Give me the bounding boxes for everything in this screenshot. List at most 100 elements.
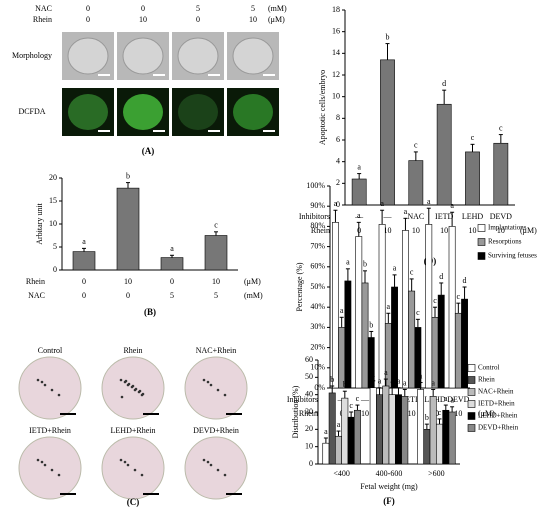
row-label: — — [354, 212, 364, 221]
legend-swatch — [467, 364, 476, 372]
bar — [322, 442, 330, 465]
stain-dot — [43, 383, 47, 387]
legend-swatch — [467, 376, 476, 384]
significance-letter: a — [380, 199, 384, 208]
bar — [391, 286, 398, 389]
significance-letter: b — [386, 32, 390, 41]
row-name: NAC — [28, 291, 45, 300]
embryo-stain — [101, 356, 165, 420]
row-label: 10 — [469, 226, 477, 235]
y-tick-label: 10 — [332, 91, 340, 100]
row-label: 0 — [82, 277, 86, 286]
fluorescence — [68, 94, 108, 130]
stain-dot — [119, 458, 123, 462]
bar — [402, 230, 409, 389]
y-tick-label: 80% — [310, 221, 325, 230]
stain-dot — [131, 384, 135, 388]
bar — [436, 103, 452, 206]
stain-dot — [141, 392, 145, 396]
panel-label: (F) — [383, 496, 395, 506]
significance-letter: b — [126, 171, 130, 180]
y-tick-label: 60 — [305, 355, 313, 364]
significance-letter: c — [433, 296, 437, 305]
row-label: 10 — [212, 277, 220, 286]
significance-letter: d — [442, 79, 446, 88]
bar — [355, 236, 363, 389]
legend-label: Control — [478, 364, 499, 372]
significance-letter: a — [357, 211, 361, 220]
image-row-label: DCFDA — [18, 107, 45, 116]
significance-letter: b — [330, 375, 334, 384]
stain-dot — [43, 463, 47, 467]
significance-letter: a — [427, 197, 431, 206]
fluorescence — [178, 94, 218, 130]
bar — [380, 59, 395, 206]
row-label: 5 — [170, 291, 174, 300]
y-tick-label: 6 — [336, 135, 340, 144]
row-label: DEVD — [447, 395, 469, 404]
significance-letter: a — [397, 377, 401, 386]
image-label: NAC+Rhein — [196, 346, 237, 355]
legend-swatch — [467, 412, 476, 420]
row-label: 0 — [170, 277, 174, 286]
stain-dot — [127, 382, 131, 386]
significance-letter: c — [414, 141, 418, 150]
row-unit: (mM) — [244, 291, 263, 300]
y-tick-label: 30 — [305, 407, 313, 416]
stain-dot — [120, 395, 124, 399]
bar — [378, 224, 386, 389]
row-unit: (μM) — [520, 226, 537, 235]
stain-dot — [57, 393, 61, 397]
bar — [493, 142, 509, 206]
stain-dot — [202, 378, 206, 382]
y-tick-label: 70% — [310, 241, 325, 250]
bar — [351, 178, 367, 206]
bar — [376, 394, 383, 465]
x-axis-label: Fetal weight (mg) — [360, 482, 418, 491]
embryo-stain — [18, 356, 82, 420]
stain-dot — [216, 468, 220, 472]
row-unit: (μM) — [478, 409, 495, 418]
stain-dot — [57, 473, 61, 477]
significance-letter: a — [431, 378, 435, 387]
bar — [395, 394, 402, 465]
significance-letter: a — [390, 377, 394, 386]
row-unit: (μM) — [268, 15, 285, 24]
row-value: 5 — [196, 4, 200, 13]
legend-swatch — [467, 424, 476, 432]
bar — [347, 416, 355, 465]
row-name: Rhein — [33, 15, 52, 24]
y-tick-label: 0% — [314, 383, 325, 392]
bar — [448, 226, 456, 389]
row-label: 10 — [361, 409, 369, 418]
y-axis-label: Distribution (%) — [291, 385, 300, 438]
y-tick-label: 100% — [306, 181, 325, 190]
x-tick-label: 400-600 — [376, 469, 403, 478]
row-label: LEHD — [462, 212, 484, 221]
bar — [461, 298, 468, 389]
stain-dot — [223, 393, 227, 397]
bar — [353, 409, 361, 465]
row-name: NAC — [35, 4, 52, 13]
significance-letter: c — [457, 292, 461, 301]
image-row-label: Morphology — [12, 51, 52, 60]
y-tick-label: 18 — [332, 5, 340, 14]
bar — [328, 392, 336, 465]
y-tick-label: 60% — [310, 262, 325, 271]
row-value: 0 — [86, 15, 90, 24]
stain-dot — [134, 387, 138, 391]
legend-swatch — [467, 400, 476, 408]
bar — [369, 387, 377, 465]
significance-letter: a — [378, 377, 382, 386]
row-value: 0 — [141, 4, 145, 13]
bar — [465, 151, 480, 206]
row-value: 0 — [86, 4, 90, 13]
significance-letter: b — [343, 380, 347, 389]
embryo — [67, 37, 109, 75]
stain-dot — [40, 380, 44, 384]
row-label: — — [383, 212, 393, 221]
row-label: 10 — [497, 226, 505, 235]
stain-dot — [133, 468, 137, 472]
stain-dot — [36, 458, 40, 462]
row-label: 0 — [126, 291, 130, 300]
